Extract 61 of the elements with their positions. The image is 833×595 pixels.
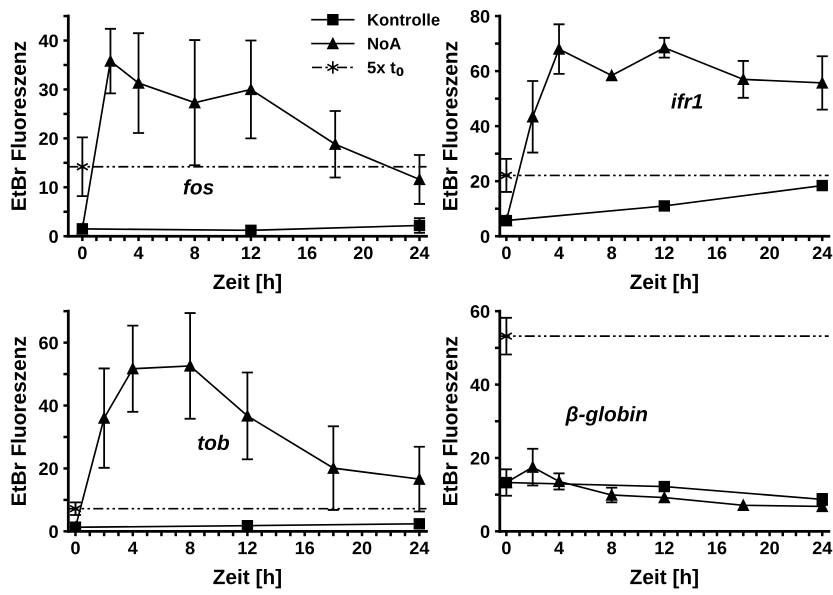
x-tick-label: 0 xyxy=(78,246,87,260)
x-tick-label: 12 xyxy=(242,246,260,260)
legend-label: NoA xyxy=(368,38,401,50)
x-tick-label: 0 xyxy=(71,542,80,554)
y-tick-label: 20 xyxy=(39,132,58,146)
y-tick-label: 60 xyxy=(470,305,490,318)
y-axis-title: EtBr Fluoreszenz xyxy=(10,336,26,505)
y-tick-label: 10 xyxy=(40,181,58,194)
y-tick-label: 0 xyxy=(49,525,58,538)
x-tick-label: 12 xyxy=(238,542,257,554)
x-tick-label: 20 xyxy=(760,246,779,260)
y-tick-label: 0 xyxy=(480,525,490,538)
x-tick-label: 4 xyxy=(554,542,564,554)
y-tick-label: 40 xyxy=(38,399,58,412)
x-tick-label: 8 xyxy=(190,246,200,260)
x-tick-label: 16 xyxy=(708,246,726,260)
x-tick-label: 24 xyxy=(812,542,832,554)
y-axis-title: EtBr Fluoreszenz xyxy=(442,336,458,505)
x-tick-label: 8 xyxy=(607,542,616,554)
x-tick-label: 20 xyxy=(352,542,372,554)
y-axis-title: EtBr Fluoreszenz xyxy=(10,42,26,210)
legend-label: 5x t$_{0}$ xyxy=(368,62,404,76)
legend-label: Kontrolle xyxy=(368,13,440,26)
x-tick-label: 24 xyxy=(410,246,430,260)
x-tick-label: 16 xyxy=(708,542,726,554)
y-tick-label: 40 xyxy=(38,34,58,48)
x-tick-label: 4 xyxy=(128,542,138,554)
y-tick-label: 20 xyxy=(470,175,490,188)
x-tick-label: 8 xyxy=(186,542,195,554)
x-tick-label: 16 xyxy=(296,542,314,554)
x-tick-label: 4 xyxy=(554,246,564,260)
y-tick-label: 60 xyxy=(470,65,490,78)
x-axis-title: Zeit [h] xyxy=(213,569,281,588)
annotation: β-globin xyxy=(565,406,648,426)
annotation: tob xyxy=(198,434,230,450)
y-tick-label: 80 xyxy=(470,10,490,23)
y-axis-title: EtBr Fluoreszenz xyxy=(442,42,458,210)
y-tick-label: 40 xyxy=(470,378,490,392)
x-tick-label: 24 xyxy=(812,246,832,260)
y-tick-label: 0 xyxy=(480,230,490,243)
x-axis-title: Zeit [h] xyxy=(630,569,698,588)
x-tick-label: 12 xyxy=(655,542,674,554)
annotation: fos xyxy=(184,179,214,195)
y-tick-label: 20 xyxy=(39,462,58,476)
y-tick-label: 60 xyxy=(39,336,58,350)
x-tick-label: 20 xyxy=(760,542,779,554)
x-tick-label: 24 xyxy=(410,542,430,554)
x-tick-label: 12 xyxy=(655,246,674,260)
y-tick-label: 30 xyxy=(38,83,58,96)
x-axis-title: Zeit [h] xyxy=(213,274,281,294)
x-tick-label: 8 xyxy=(607,246,616,260)
x-axis-title: Zeit [h] xyxy=(630,274,698,294)
x-tick-label: 0 xyxy=(502,246,511,260)
y-tick-label: 0 xyxy=(49,230,58,243)
y-tick-label: 40 xyxy=(470,120,490,133)
y-tick-label: 20 xyxy=(470,452,490,465)
x-tick-label: 20 xyxy=(354,246,373,260)
x-tick-label: 16 xyxy=(298,246,316,260)
x-tick-label: 0 xyxy=(502,542,511,554)
x-tick-label: 4 xyxy=(134,246,144,260)
annotation: ifr1 xyxy=(671,93,702,109)
